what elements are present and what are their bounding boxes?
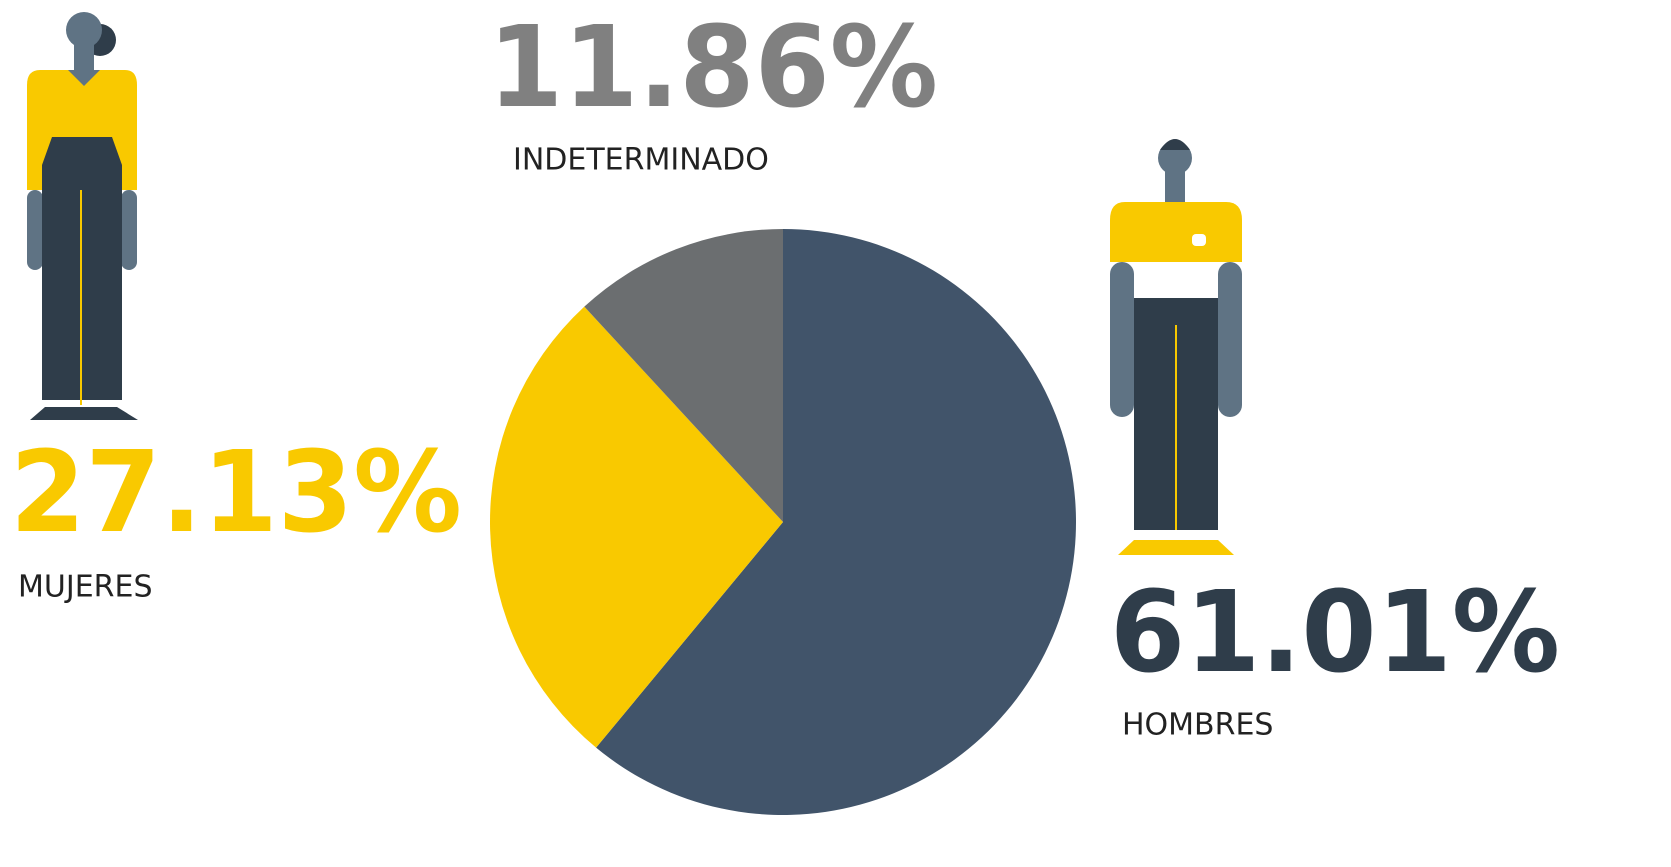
category-label: INDETERMINADO [513, 143, 769, 178]
value-label: 61.01% [1110, 568, 1560, 698]
pie-slice [596, 229, 1076, 816]
category-label: HOMBRES [1122, 708, 1273, 743]
value-label: 27.13% [10, 428, 462, 558]
man-figure [1110, 139, 1242, 555]
pie [490, 229, 1076, 816]
woman-figure [27, 12, 138, 420]
value-label: 11.86% [488, 3, 938, 133]
pie-slice [490, 306, 783, 748]
category-label: MUJERES [18, 570, 153, 605]
pie-slice [584, 229, 783, 522]
